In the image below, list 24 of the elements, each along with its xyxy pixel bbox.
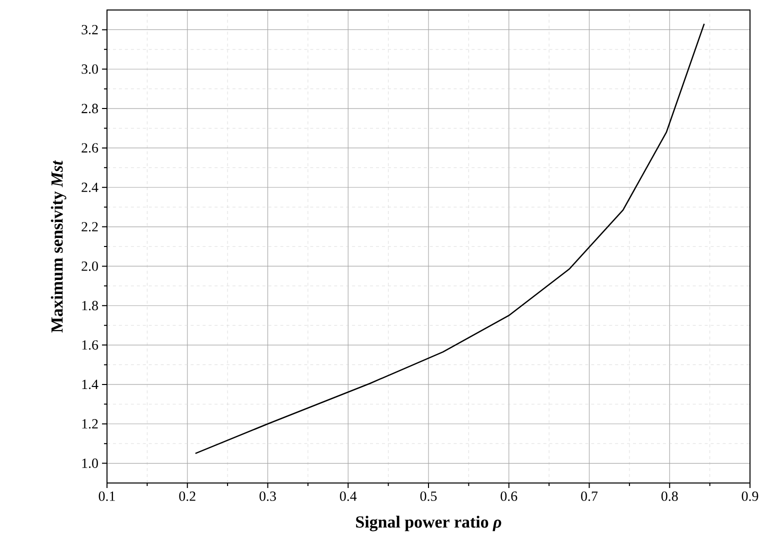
x-tick-label: 0.1: [98, 491, 115, 501]
y-tick-label: 2.6: [82, 143, 98, 153]
y-tick-label: 2.2: [82, 222, 98, 232]
y-tick-label: 2.4: [82, 182, 98, 192]
x-tick-label: 0.4: [340, 491, 357, 501]
y-tick-label: 3.2: [82, 24, 98, 34]
y-tick-label: 1.6: [82, 340, 98, 350]
x-tick-label: 0.9: [742, 491, 758, 501]
y-tick-label: 1.4: [82, 380, 98, 390]
y-axis-title: Maximum sensivity Mst: [50, 160, 66, 333]
x-axis-title: Signal power ratio ρ: [356, 516, 502, 532]
x-tick-label: 0.2: [179, 491, 196, 501]
x-tick-label: 0.7: [581, 491, 598, 501]
y-tick-label: 1.8: [82, 300, 98, 310]
y-tick-label: 3.0: [82, 64, 98, 74]
x-tick-label: 0.3: [260, 491, 276, 501]
y-tick-label: 1.2: [82, 419, 98, 429]
x-tick-label: 0.8: [661, 491, 678, 501]
x-tick-label: 0.6: [500, 491, 518, 501]
y-tick-label: 2.0: [82, 261, 98, 271]
line-series: [194, 23, 705, 454]
y-tick-label: 1.0: [82, 458, 98, 468]
x-tick-label: 0.5: [420, 491, 437, 501]
y-tick-label: 2.8: [82, 104, 98, 114]
